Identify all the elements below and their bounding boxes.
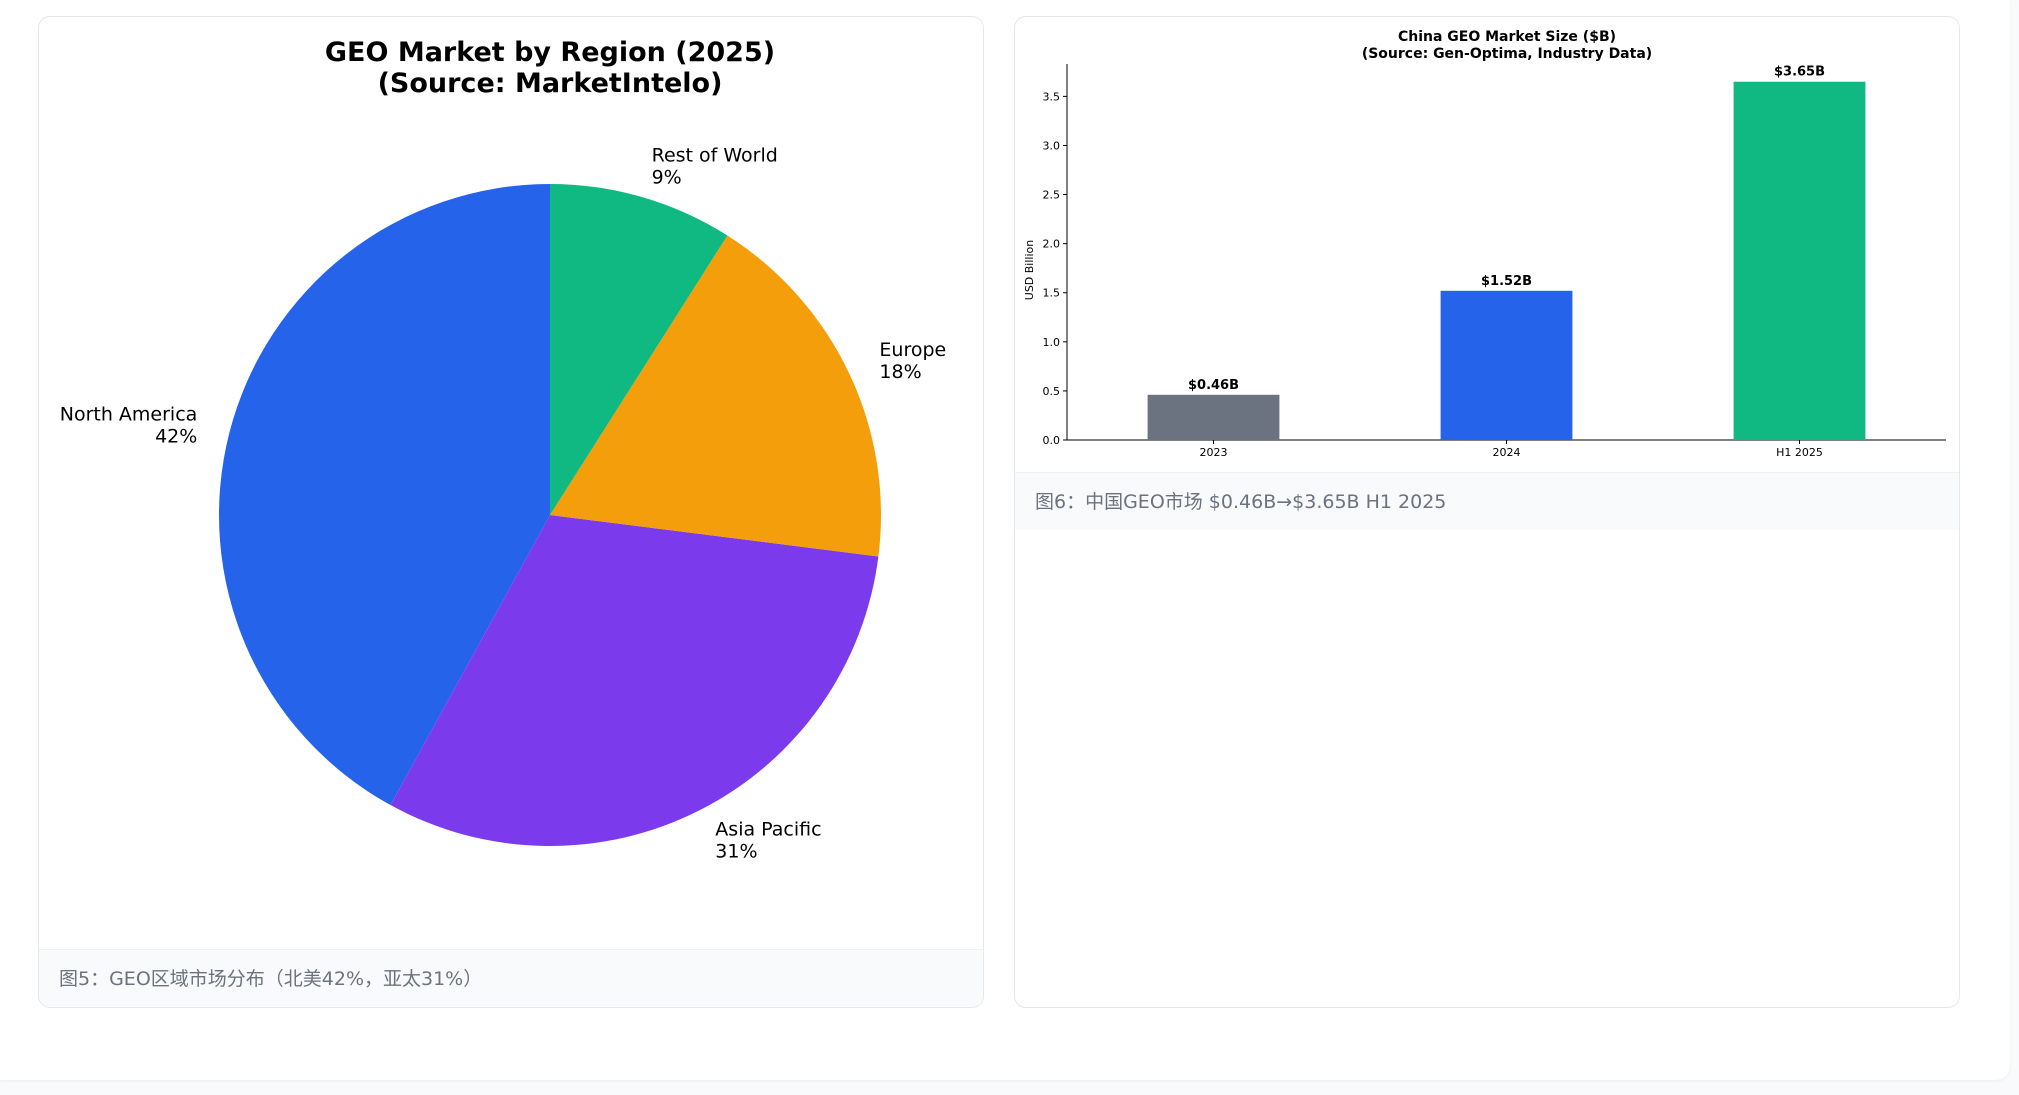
pie-pct-label-europe: 18% [879,361,921,383]
x-tick-label-2023: 2023 [1200,446,1228,459]
bar-h1-2025 [1733,81,1866,440]
y-tick-label: 2.0 [1043,238,1061,251]
bar-data-label-2024: $1.52B [1481,274,1532,289]
pie-pct-label-asia-pacific: 31% [715,840,757,862]
y-tick-label: 3.5 [1043,90,1061,103]
y-tick-label: 1.0 [1043,336,1061,349]
y-tick-label: 2.5 [1043,189,1061,202]
pie-chart-card: GEO Market by Region (2025) (Source: Mar… [38,16,984,1008]
bar-chart-card: China GEO Market Size ($B) (Source: Gen-… [1014,16,1960,1008]
pie-label-europe: Europe [879,339,946,361]
pie-title-line2: (Source: MarketIntelo) [378,68,723,99]
bar-2023 [1147,394,1280,440]
pie-label-rest-of-world: Rest of World [652,144,778,166]
bar-data-label-2023: $0.46B [1188,378,1239,393]
bar-2024 [1440,290,1573,440]
bar-figure-caption: 图6：中国GEO市场 $0.46B→$3.65B H1 2025 [1015,472,1959,530]
x-tick-label-h1-2025: H1 2025 [1776,446,1823,459]
pie-chart: GEO Market by Region (2025) (Source: Mar… [60,37,946,862]
y-tick-label: 0.0 [1043,434,1061,447]
pie-label-asia-pacific: Asia Pacific [715,818,821,840]
pie-label-north-america: North America [60,404,198,426]
x-tick-label-2024: 2024 [1493,446,1521,459]
pie-slices [218,184,882,847]
pie-slice-asia-pacific [390,515,879,847]
y-tick-label: 0.5 [1043,385,1061,398]
pie-figure-caption: 图5：GEO区域市场分布（北美42%，亚太31%） [39,949,983,1007]
pie-slice-north-america [218,184,550,806]
bar-data-label-h1-2025: $3.65B [1774,65,1825,80]
pie-slice-europe [550,235,882,557]
y-axis-label: USD Billion [1023,240,1036,301]
bar-title-line1: China GEO Market Size ($B) [1398,29,1616,45]
pie-pct-label-rest-of-world: 9% [652,166,682,188]
pie-title-line1: GEO Market by Region (2025) [325,37,775,68]
y-tick-label: 3.0 [1043,139,1061,152]
bar-marks: $0.46B $1.52B $3.65B [1147,65,1866,440]
bar-title-line2: (Source: Gen-Optima, Industry Data) [1362,46,1652,62]
pie-pct-label-north-america: 42% [155,426,197,448]
y-tick-label: 1.5 [1043,287,1061,300]
pie-slice-rest-of-world [550,184,728,515]
bar-chart: China GEO Market Size ($B) (Source: Gen-… [1023,29,1946,459]
